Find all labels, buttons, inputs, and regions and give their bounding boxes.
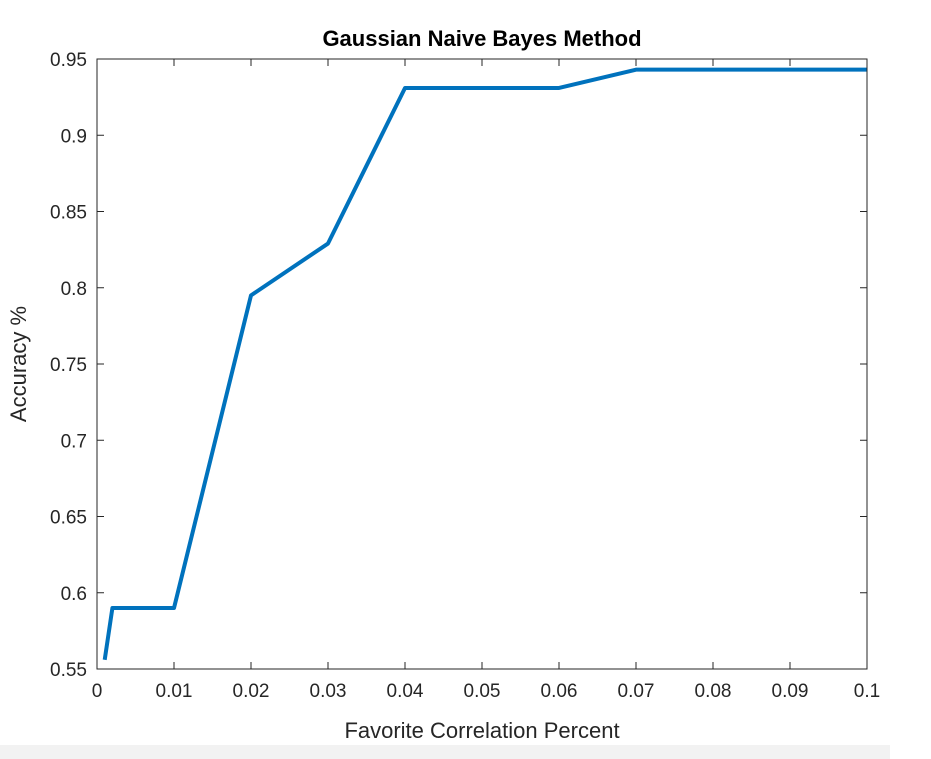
x-tick-labels: 0 0.01 0.02 0.03 0.04 0.05 0.06 0.07 0.08 0.09 0.1 — [92, 681, 881, 702]
y-tick-label: 0.85 — [50, 203, 87, 224]
chart-title: Gaussian Naive Bayes Method — [322, 26, 641, 51]
y-tick-label: 0.7 — [61, 431, 87, 452]
y-tick-label: 0.6 — [61, 584, 87, 605]
y-tick-label: 0.75 — [50, 355, 87, 376]
x-tick-label: 0.09 — [772, 681, 809, 702]
x-tick-label: 0.1 — [854, 681, 880, 702]
y-tick-label: 0.55 — [50, 660, 87, 681]
x-tick-label: 0.01 — [156, 681, 193, 702]
x-tick-label: 0.05 — [464, 681, 501, 702]
y-tick-label: 0.65 — [50, 508, 87, 529]
plot-area — [97, 59, 867, 669]
bottom-strip — [0, 745, 890, 759]
y-tick-label: 0.95 — [50, 50, 87, 71]
x-tick-label: 0.02 — [233, 681, 270, 702]
y-tick-labels: 0.55 0.6 0.65 0.7 0.75 0.8 0.85 0.9 0.95 — [50, 50, 87, 681]
y-tick-label: 0.8 — [61, 279, 87, 300]
x-tick-label: 0.08 — [695, 681, 732, 702]
x-axis-label: Favorite Correlation Percent — [344, 718, 619, 743]
x-tick-label: 0.07 — [618, 681, 655, 702]
x-tick-label: 0.04 — [387, 681, 424, 702]
y-axis-label: Accuracy % — [6, 306, 31, 422]
x-tick-label: 0.03 — [310, 681, 347, 702]
x-tick-label: 0.06 — [541, 681, 578, 702]
x-tick-label: 0 — [92, 681, 103, 702]
y-tick-label: 0.9 — [61, 126, 87, 147]
plot-frame — [96, 58, 868, 670]
series-line — [102, 67, 867, 661]
